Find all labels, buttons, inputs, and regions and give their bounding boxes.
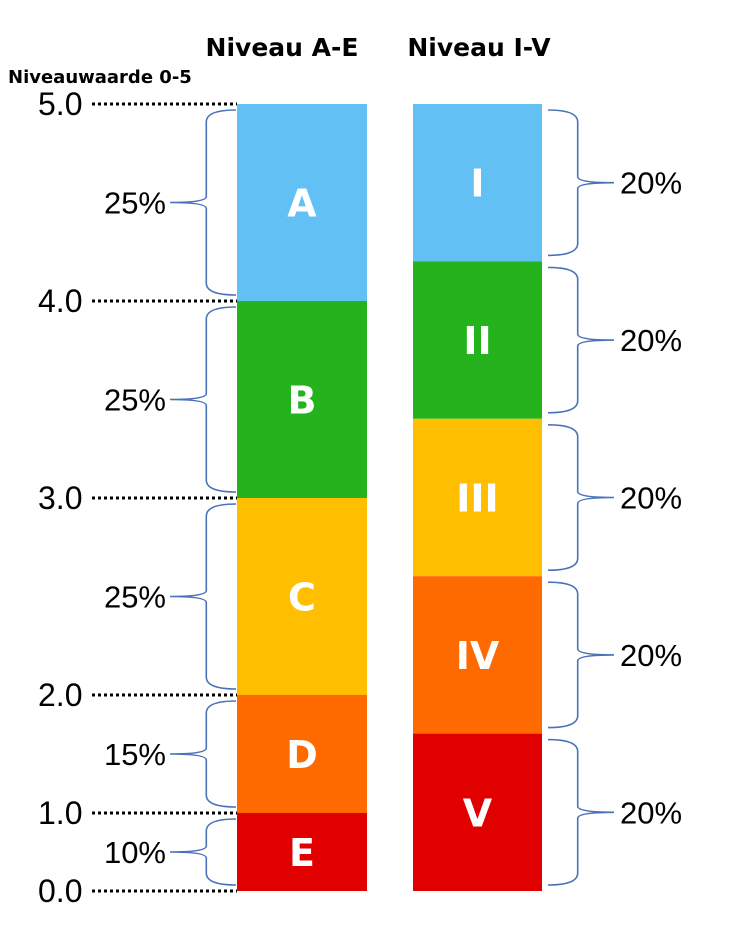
band-label: V xyxy=(463,791,493,835)
percent-label: 20% xyxy=(620,638,682,673)
band-e xyxy=(237,813,367,891)
band-d xyxy=(237,695,367,813)
left-brace-e xyxy=(169,818,237,886)
band-label: D xyxy=(286,733,318,777)
band-ii xyxy=(413,261,542,419)
right-brace-i xyxy=(547,109,615,257)
band-label: I xyxy=(470,162,484,206)
left-column-bands: A 25% B 25% C 25% D 15% E 10% xyxy=(104,104,367,891)
left-brace-c xyxy=(169,503,237,690)
band-iii xyxy=(413,418,542,577)
right-column-bands: I 20% II 20% III 20% IV 20% V 20% xyxy=(413,104,682,891)
band-label: IV xyxy=(456,634,500,678)
band-label: II xyxy=(463,319,491,363)
tick-label: 4.0 xyxy=(38,283,82,319)
band-b xyxy=(237,301,367,498)
percent-label: 20% xyxy=(620,166,682,201)
band-i xyxy=(413,104,542,262)
percent-label: 20% xyxy=(620,323,682,358)
left-brace-a xyxy=(169,109,237,296)
percent-label: 15% xyxy=(104,737,166,772)
scale-tick-labels: 0.0 1.0 2.0 3.0 4.0 5.0 xyxy=(38,86,82,909)
band-v xyxy=(413,733,542,891)
left-brace-b xyxy=(169,306,237,493)
left-column-title: Niveau A-E xyxy=(206,33,359,62)
percent-label: 10% xyxy=(104,835,166,870)
right-brace-iv xyxy=(547,581,615,729)
percent-label: 25% xyxy=(104,580,166,615)
band-a xyxy=(237,104,367,301)
right-brace-iii xyxy=(547,424,615,571)
band-label: C xyxy=(288,576,316,620)
percent-label: 25% xyxy=(104,383,166,418)
left-brace-d xyxy=(169,700,237,808)
band-label: B xyxy=(288,379,317,423)
right-brace-ii xyxy=(547,266,615,414)
band-label: A xyxy=(287,182,317,226)
percent-label: 25% xyxy=(104,186,166,221)
band-label: E xyxy=(289,831,315,875)
percent-label: 20% xyxy=(620,795,682,830)
band-iv xyxy=(413,576,542,734)
tick-label: 1.0 xyxy=(38,795,82,831)
band-c xyxy=(237,498,367,695)
scale-title: Niveauwaarde 0-5 xyxy=(8,67,192,88)
tick-label: 3.0 xyxy=(38,480,82,516)
tick-label: 2.0 xyxy=(38,677,82,713)
right-brace-v xyxy=(547,738,615,886)
right-column-title: Niveau I-V xyxy=(407,33,551,62)
band-label: III xyxy=(456,477,498,521)
percent-label: 20% xyxy=(620,481,682,516)
tick-label: 5.0 xyxy=(38,86,82,122)
tick-dotted-lines xyxy=(92,102,237,893)
tick-label: 0.0 xyxy=(38,873,82,909)
